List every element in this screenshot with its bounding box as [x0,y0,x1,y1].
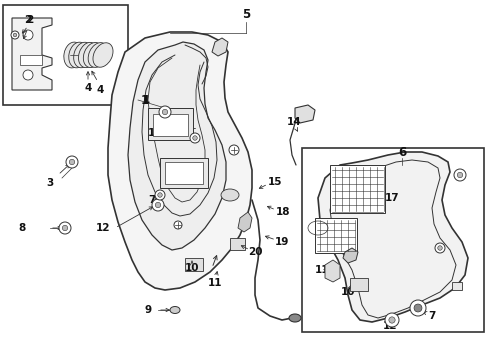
Circle shape [13,33,17,37]
Text: 5: 5 [242,8,250,21]
Circle shape [59,222,71,234]
Circle shape [413,305,421,312]
Circle shape [162,109,167,115]
Text: 14: 14 [286,117,301,127]
Text: 6: 6 [397,145,406,158]
Text: 9: 9 [144,305,151,315]
Text: 19: 19 [274,237,288,247]
Polygon shape [128,42,225,250]
Bar [3,5,128,105]
Circle shape [69,159,75,165]
Text: 7: 7 [427,311,435,321]
Ellipse shape [288,314,301,322]
Bar [229,238,244,250]
Circle shape [409,300,425,316]
Circle shape [413,304,421,312]
Circle shape [192,136,197,140]
Ellipse shape [69,42,87,68]
Text: 4: 4 [84,83,92,93]
Ellipse shape [221,189,239,201]
Circle shape [453,169,465,181]
Circle shape [23,30,33,40]
Polygon shape [12,18,52,90]
Text: 18: 18 [275,207,290,217]
Polygon shape [325,260,339,282]
Circle shape [11,31,19,39]
Polygon shape [342,248,357,263]
Polygon shape [108,32,251,290]
Polygon shape [212,38,227,56]
Circle shape [388,317,394,323]
Text: 2: 2 [24,15,32,25]
Text: 10: 10 [184,263,199,273]
Ellipse shape [64,42,82,68]
Text: 4: 4 [96,85,103,95]
Circle shape [159,106,171,118]
Circle shape [190,133,200,143]
Bar [451,282,461,290]
Ellipse shape [74,42,92,68]
Bar [184,258,203,271]
Bar [20,55,42,65]
Bar [164,162,203,184]
Text: 15: 15 [267,177,282,187]
Text: 13: 13 [147,128,162,138]
Circle shape [23,70,33,80]
Text: 11: 11 [314,265,328,275]
Bar [148,108,193,140]
Ellipse shape [88,42,108,67]
Ellipse shape [83,42,102,68]
Circle shape [437,246,441,250]
Ellipse shape [93,43,113,67]
Text: 1: 1 [142,95,149,105]
Text: 8: 8 [19,223,25,233]
Text: 2: 2 [26,15,34,25]
Bar [329,165,384,213]
Text: 7: 7 [148,195,155,205]
Text: 12: 12 [96,223,110,233]
Bar [153,114,187,136]
Text: 11: 11 [207,278,222,288]
Circle shape [174,221,182,229]
Circle shape [456,172,462,178]
Text: 3: 3 [46,178,54,188]
Circle shape [228,145,239,155]
Circle shape [384,313,398,327]
Polygon shape [238,212,251,232]
Polygon shape [294,105,314,123]
Text: 17: 17 [384,193,399,203]
Circle shape [66,156,78,168]
Bar [314,218,356,253]
Ellipse shape [170,306,180,314]
Text: 1: 1 [141,94,149,107]
Circle shape [158,193,162,197]
Circle shape [434,243,444,253]
Bar [302,148,483,332]
Text: 12: 12 [382,321,396,331]
Circle shape [155,190,164,200]
Bar [349,278,367,291]
Circle shape [62,225,67,231]
Circle shape [152,199,163,211]
Text: 21: 21 [322,237,337,247]
Ellipse shape [79,42,97,68]
Text: 10: 10 [340,287,354,297]
Circle shape [155,202,161,208]
Bar [160,158,207,188]
Text: 20: 20 [247,247,262,257]
Polygon shape [317,152,467,322]
Text: 16: 16 [322,219,337,229]
